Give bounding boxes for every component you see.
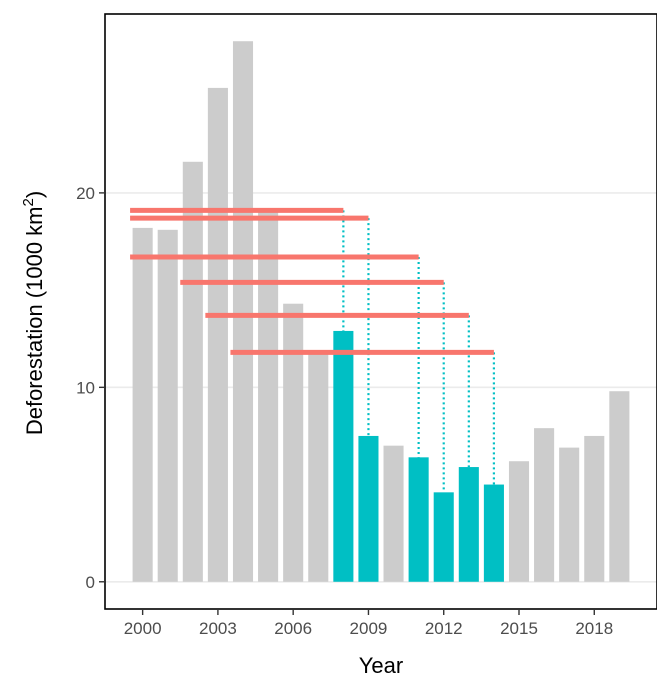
bar-2002 (182, 161, 203, 582)
x-tick-label-2015: 2015 (500, 619, 538, 638)
bar-2016 (534, 428, 555, 582)
bar-2000 (132, 227, 153, 582)
bars (132, 41, 630, 582)
reference-lines (130, 207, 494, 355)
bar-2009 (358, 435, 379, 582)
x-axis-ticks: 2000 2003 2006 2009 2012 2015 2018 (124, 609, 613, 638)
y-axis-title: Deforestation (1000 km2) (20, 191, 47, 435)
x-tick-label-2000: 2000 (124, 619, 162, 638)
x-tick-label-2006: 2006 (274, 619, 312, 638)
bar-2014 (483, 484, 504, 582)
x-tick-label-2003: 2003 (199, 619, 237, 638)
y-axis-title-suffix: ) (22, 191, 47, 198)
panel-border (104, 13, 657, 610)
y-axis-title-text: Deforestation (1000 km (22, 207, 47, 436)
bar-2006 (283, 303, 304, 582)
bar-2012 (433, 492, 454, 582)
bar-2007 (308, 354, 329, 582)
bar-2001 (157, 229, 178, 582)
bar-2004 (232, 41, 254, 582)
x-tick-label-2018: 2018 (575, 619, 613, 638)
bar-2013 (458, 467, 479, 582)
bar-2005 (258, 212, 279, 582)
x-tick-label-2009: 2009 (350, 619, 388, 638)
y-axis-ticks: 0 10 20 (76, 184, 105, 592)
x-tick-label-2012: 2012 (425, 619, 463, 638)
bar-2010 (383, 445, 404, 582)
x-axis-title: Year (359, 653, 403, 678)
bar-2018 (584, 435, 605, 582)
y-tick-label-20: 20 (76, 184, 95, 203)
y-tick-label-0: 0 (86, 573, 95, 592)
bar-2008 (333, 330, 354, 582)
bar-2003 (207, 87, 228, 582)
y-axis-title-superscript: 2 (20, 198, 37, 206)
bar-2011 (408, 457, 429, 582)
y-tick-label-10: 10 (76, 378, 95, 397)
bar-2019 (609, 391, 630, 582)
bar-2015 (508, 461, 530, 582)
bar-2017 (559, 447, 580, 582)
